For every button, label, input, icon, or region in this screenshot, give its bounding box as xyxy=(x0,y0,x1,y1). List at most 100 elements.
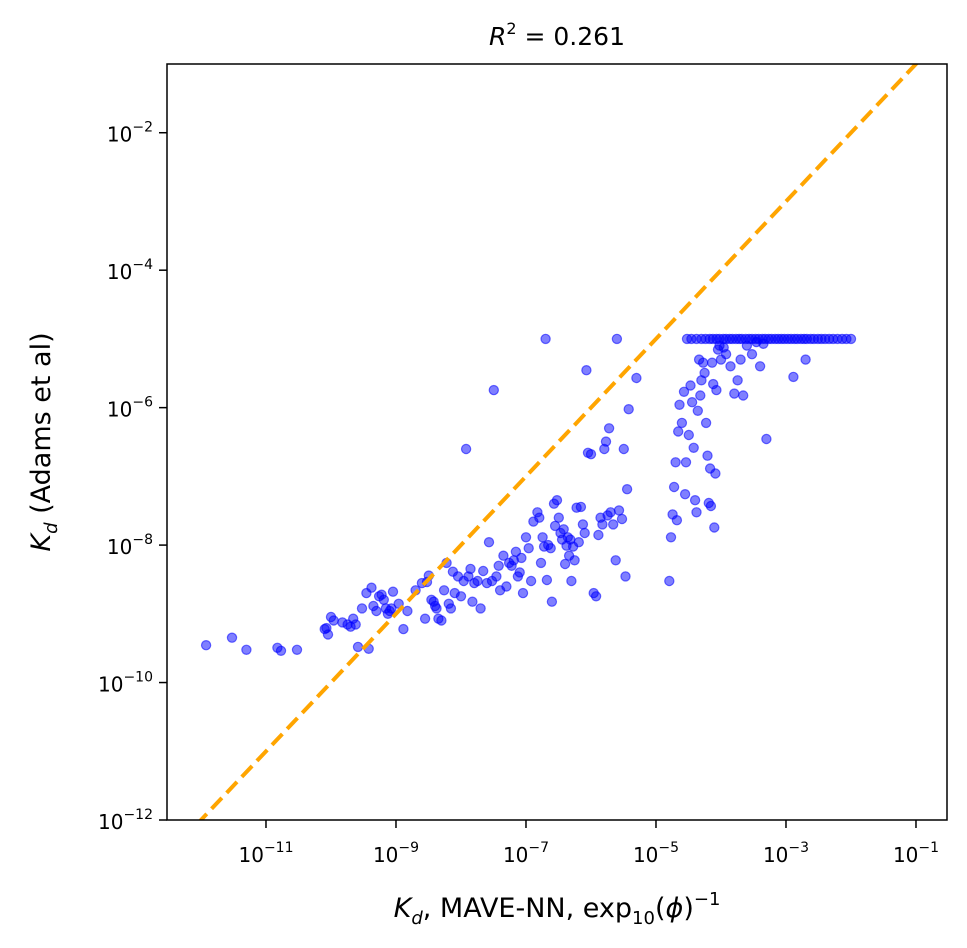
y-axis-label: Kd (Adams et al) xyxy=(26,332,62,551)
data-point xyxy=(445,603,457,614)
data-point xyxy=(683,429,695,441)
plot-frame xyxy=(166,63,948,821)
data-point xyxy=(472,575,483,587)
data-point xyxy=(467,596,478,607)
data-point xyxy=(478,565,489,577)
x-ticks: 10−11 10−9 10−7 10−5 10−3 10−1 xyxy=(238,820,939,867)
data-point xyxy=(709,522,720,533)
data-point xyxy=(746,349,758,360)
data-point xyxy=(386,603,397,614)
data-point xyxy=(679,489,691,500)
y-tick-label: 10−2 xyxy=(107,120,153,147)
data-point xyxy=(702,450,713,461)
data-point xyxy=(581,365,592,376)
data-point xyxy=(419,613,431,624)
data-point xyxy=(668,481,680,493)
data-point xyxy=(241,644,252,656)
data-point xyxy=(735,354,746,365)
data-point xyxy=(754,361,766,372)
data-point xyxy=(356,603,368,614)
data-point xyxy=(720,349,732,360)
data-point xyxy=(738,390,749,401)
data-point xyxy=(491,571,502,582)
data-point xyxy=(611,333,623,345)
data-point xyxy=(516,552,527,564)
data-point xyxy=(378,594,389,606)
data-point xyxy=(328,615,339,626)
data-point xyxy=(541,574,553,586)
data-point xyxy=(699,367,710,379)
data-point xyxy=(600,436,612,447)
data-point xyxy=(788,371,799,383)
data-point xyxy=(465,563,476,575)
diagonal-line xyxy=(198,64,919,820)
data-point xyxy=(700,417,712,429)
data-point xyxy=(501,581,512,592)
data-point xyxy=(460,443,472,455)
data-point xyxy=(732,375,743,386)
data-point xyxy=(371,605,382,617)
data-point xyxy=(436,615,447,626)
y-ticks: 10−12 10−10 10−8 10−6 10−4 10−2 xyxy=(98,120,167,834)
data-point xyxy=(579,527,590,539)
data-point xyxy=(546,596,558,607)
y-tick-label: 10−8 xyxy=(107,532,153,559)
data-point xyxy=(493,560,504,572)
data-point xyxy=(573,537,585,548)
data-point xyxy=(692,405,704,416)
data-point xyxy=(585,449,597,460)
data-point xyxy=(291,644,303,656)
data-points xyxy=(200,333,857,657)
data-point xyxy=(520,532,532,543)
x-tick-label: 10−1 xyxy=(893,840,939,867)
x-tick-label: 10−5 xyxy=(633,840,679,867)
data-point xyxy=(616,513,628,525)
diagonal-layer xyxy=(198,64,919,820)
data-point xyxy=(706,357,718,368)
x-tick-label: 10−7 xyxy=(503,840,549,867)
y-tick-label: 10−12 xyxy=(98,807,153,834)
data-point xyxy=(697,357,709,368)
data-point xyxy=(593,529,604,541)
data-point xyxy=(559,558,571,570)
data-point xyxy=(673,426,684,437)
data-point xyxy=(535,557,547,569)
data-point xyxy=(577,519,589,530)
data-point xyxy=(845,333,857,345)
data-point xyxy=(566,575,577,587)
data-point xyxy=(610,555,621,566)
data-point xyxy=(686,397,698,408)
data-point xyxy=(674,399,685,410)
data-point xyxy=(711,384,722,396)
data-point xyxy=(671,515,683,526)
data-point xyxy=(597,519,608,530)
data-point xyxy=(534,512,545,523)
x-tick-label: 10−3 xyxy=(763,840,809,867)
data-point xyxy=(455,591,467,602)
x-tick-label: 10−9 xyxy=(373,840,419,867)
data-point xyxy=(685,380,696,391)
data-point xyxy=(621,484,633,495)
data-point xyxy=(620,571,631,582)
data-point xyxy=(689,495,701,506)
data-point xyxy=(275,645,287,657)
data-point xyxy=(558,524,569,535)
x-axis-label: Kd, MAVE-NN, exp10(ϕ)−1 xyxy=(394,889,721,929)
data-point xyxy=(514,567,525,578)
data-point xyxy=(665,532,677,543)
data-point xyxy=(705,500,717,512)
data-point xyxy=(523,543,534,554)
data-point xyxy=(623,404,634,415)
data-point xyxy=(725,361,736,372)
y-tick-label: 10−10 xyxy=(98,670,153,697)
data-point xyxy=(545,543,556,554)
data-point xyxy=(691,507,702,518)
data-point xyxy=(483,537,495,548)
y-tick-label: 10−4 xyxy=(107,257,153,284)
data-point xyxy=(680,457,692,468)
data-point xyxy=(688,442,699,453)
data-point xyxy=(402,605,413,617)
data-point xyxy=(618,443,630,455)
data-point xyxy=(613,505,625,516)
